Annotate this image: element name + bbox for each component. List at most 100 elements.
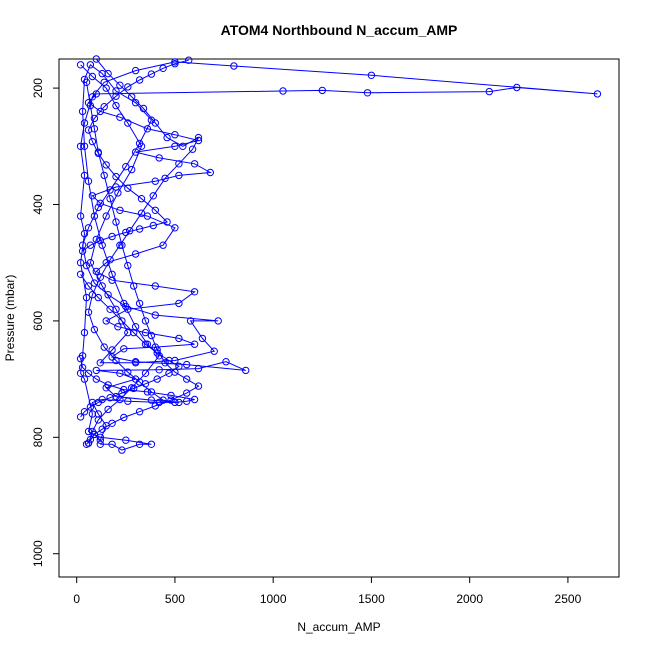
data-point <box>112 87 120 95</box>
data-point <box>124 368 132 376</box>
data-point <box>84 308 93 316</box>
data-point <box>163 133 171 142</box>
data-point <box>513 83 521 92</box>
data-point <box>86 403 95 411</box>
data-point <box>171 224 179 232</box>
data-point <box>104 381 112 389</box>
data-point <box>100 103 108 111</box>
data-point <box>135 139 144 148</box>
data-point <box>104 69 112 78</box>
data-point <box>122 228 130 237</box>
data-point <box>86 241 95 249</box>
data-point <box>90 325 99 334</box>
data-point <box>90 212 99 220</box>
data-point <box>179 142 187 151</box>
data-point <box>116 241 124 249</box>
data-point <box>171 131 179 139</box>
data-point <box>206 168 215 177</box>
data-point <box>80 408 89 416</box>
data-point <box>94 149 103 158</box>
data-point <box>167 396 175 404</box>
data-point <box>84 126 93 134</box>
data-point <box>106 195 114 203</box>
data-point <box>135 408 144 416</box>
data-point <box>190 395 199 404</box>
data-point <box>130 328 138 337</box>
data-point <box>122 436 130 444</box>
data-point <box>143 125 152 133</box>
data-point <box>141 369 150 377</box>
data-point <box>139 104 148 113</box>
y-tick-label: 1000 <box>31 540 45 567</box>
data-point <box>175 171 183 180</box>
data-point <box>84 282 93 290</box>
data-point <box>102 317 110 325</box>
data-point <box>161 359 169 367</box>
x-tick-label: 2000 <box>456 592 483 606</box>
data-point <box>84 224 93 232</box>
data-point <box>141 380 150 388</box>
data-point <box>88 291 97 299</box>
data-point <box>149 221 158 230</box>
data-point <box>124 397 132 405</box>
data-point <box>175 362 183 370</box>
data-point <box>153 349 161 357</box>
data-point <box>90 114 99 123</box>
data-point <box>128 165 136 174</box>
y-tick-label: 800 <box>31 427 45 447</box>
x-tick-label: 0 <box>73 592 80 606</box>
data-point <box>120 299 128 308</box>
data-point <box>94 293 103 302</box>
data-point <box>118 241 126 249</box>
data-point <box>96 440 105 448</box>
series-layer <box>80 58 598 451</box>
data-point <box>141 317 150 325</box>
points-layer <box>76 55 602 454</box>
data-point <box>194 382 203 390</box>
data-point <box>147 70 156 78</box>
data-point <box>94 398 103 407</box>
data-point <box>94 416 103 424</box>
data-point <box>593 90 602 98</box>
data-point <box>131 148 140 156</box>
data-point <box>118 317 126 325</box>
data-point <box>116 113 124 121</box>
data-point <box>78 363 87 372</box>
data-point <box>131 250 140 258</box>
y-tick-label: 200 <box>31 78 45 98</box>
data-point <box>78 107 87 116</box>
data-point <box>84 439 93 447</box>
data-point <box>90 279 99 287</box>
data-point <box>190 288 199 296</box>
data-point <box>143 212 152 220</box>
data-point <box>108 232 116 241</box>
data-point <box>96 359 105 367</box>
data-point <box>76 61 85 69</box>
data-point <box>80 119 89 127</box>
x-tick-label: 1000 <box>260 592 287 606</box>
data-point <box>151 177 160 185</box>
data-point <box>122 163 130 171</box>
data-point <box>130 282 138 290</box>
data-point <box>194 136 203 145</box>
data-point <box>82 440 91 448</box>
data-point <box>130 384 138 393</box>
data-point <box>186 317 195 325</box>
x-axis: 0 500 1000 1500 2000 2500 <box>73 577 582 606</box>
data-point <box>106 305 114 313</box>
data-point <box>78 247 87 255</box>
data-point <box>194 364 203 373</box>
data-point <box>183 360 191 369</box>
x-tick-label: 2500 <box>555 592 582 606</box>
data-point <box>118 446 126 454</box>
data-point <box>210 347 218 355</box>
data-point <box>92 55 101 63</box>
data-point <box>92 375 101 383</box>
data-point <box>84 369 93 377</box>
data-point <box>183 397 191 405</box>
data-point <box>167 391 175 400</box>
data-point <box>222 358 230 366</box>
data-point <box>126 227 134 235</box>
data-point <box>112 356 120 365</box>
